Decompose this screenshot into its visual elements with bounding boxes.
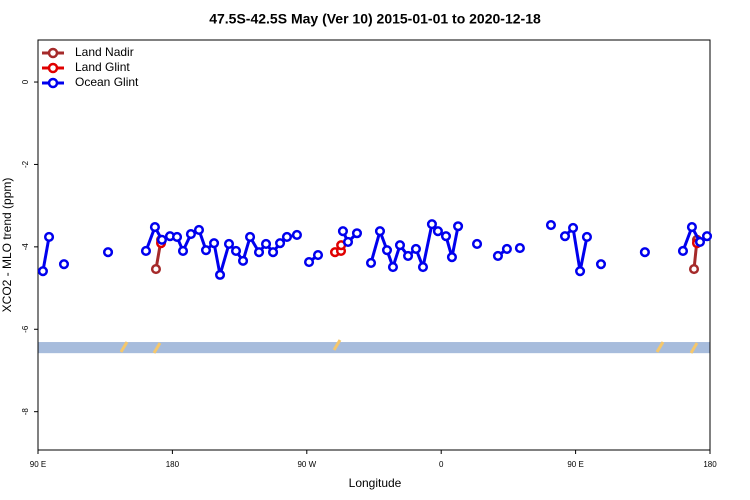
data-point <box>303 257 315 268</box>
data-point <box>701 231 713 242</box>
data-point <box>58 259 70 270</box>
data-point <box>446 252 458 263</box>
chart-title: 47.5S-42.5S May (Ver 10) 2015-01-01 to 2… <box>209 11 541 27</box>
data-point <box>193 224 205 236</box>
y-tick-label: -8 <box>21 408 30 416</box>
data-point <box>688 264 700 275</box>
data-point <box>281 231 292 243</box>
data-point <box>639 247 650 258</box>
data-point <box>337 226 348 237</box>
band-marker <box>689 342 699 354</box>
data-point <box>171 231 183 243</box>
data-point <box>37 266 48 277</box>
data-point <box>275 238 286 249</box>
data-point <box>581 231 592 243</box>
data-point <box>394 240 406 251</box>
band-marker <box>332 339 342 351</box>
data-point <box>595 259 607 270</box>
y-tick-label: -2 <box>21 160 30 168</box>
data-point <box>374 226 386 237</box>
data-point <box>150 264 162 275</box>
legend-label: Ocean Glint <box>75 75 139 89</box>
legend-label: Land Glint <box>75 60 130 74</box>
y-tick-label: 0 <box>21 79 30 84</box>
data-point <box>677 245 689 257</box>
x-tick-label: 180 <box>703 460 717 469</box>
data-point <box>402 250 414 261</box>
band-marker <box>655 341 665 353</box>
data-point <box>291 229 302 240</box>
data-point <box>223 238 235 250</box>
data-point <box>545 219 557 231</box>
band-marker <box>119 341 129 353</box>
data-point <box>686 222 697 233</box>
data-point <box>156 234 167 245</box>
data-point <box>365 257 377 268</box>
data-point <box>245 231 256 243</box>
legend-marker <box>47 62 59 74</box>
data-point <box>381 245 393 256</box>
data-point <box>351 228 363 239</box>
data-point <box>387 261 399 273</box>
data-point <box>102 247 114 258</box>
series-line <box>41 236 51 272</box>
y-tick-label: -6 <box>21 325 30 333</box>
legend-marker <box>47 77 59 89</box>
x-axis-label: Longitude <box>349 476 402 490</box>
data-point <box>253 247 265 258</box>
data-point <box>200 245 212 256</box>
data-point <box>417 261 429 273</box>
data-point <box>514 243 525 254</box>
data-point <box>44 231 55 243</box>
legend-marker <box>47 47 59 59</box>
series-line <box>563 224 589 272</box>
x-tick-label: 0 <box>439 460 444 469</box>
data-point <box>568 222 579 233</box>
data-point <box>214 269 226 280</box>
x-tick-label: 90 E <box>30 460 46 469</box>
data-point <box>342 236 354 247</box>
data-point <box>260 238 272 250</box>
data-point <box>426 219 437 230</box>
data-point <box>501 243 512 254</box>
data-point <box>410 243 422 254</box>
data-point <box>432 226 443 237</box>
data-point <box>575 266 586 277</box>
y-axis-label: XCO2 - MLO trend (ppm) <box>0 178 14 313</box>
band-marker <box>152 342 162 354</box>
data-point <box>453 221 464 232</box>
y-tick-label: -4 <box>21 243 30 251</box>
data-point <box>149 222 160 233</box>
data-point <box>230 245 242 257</box>
data-point <box>312 250 324 261</box>
data-point <box>471 238 483 250</box>
data-point <box>268 247 279 258</box>
data-point <box>209 238 220 249</box>
reference-band <box>38 342 710 354</box>
data-point <box>140 245 152 257</box>
data-point <box>694 236 706 247</box>
data-point <box>440 231 452 242</box>
legend-label: Land Nadir <box>75 45 134 59</box>
x-tick-label: 90 W <box>297 460 316 469</box>
data-point <box>177 245 189 257</box>
x-tick-label: 90 E <box>567 460 583 469</box>
plot-frame <box>37 39 711 451</box>
data-point <box>492 250 503 261</box>
data-point <box>185 229 196 240</box>
data-point <box>237 255 249 266</box>
x-tick-label: 180 <box>166 460 180 469</box>
data-point <box>559 231 571 242</box>
